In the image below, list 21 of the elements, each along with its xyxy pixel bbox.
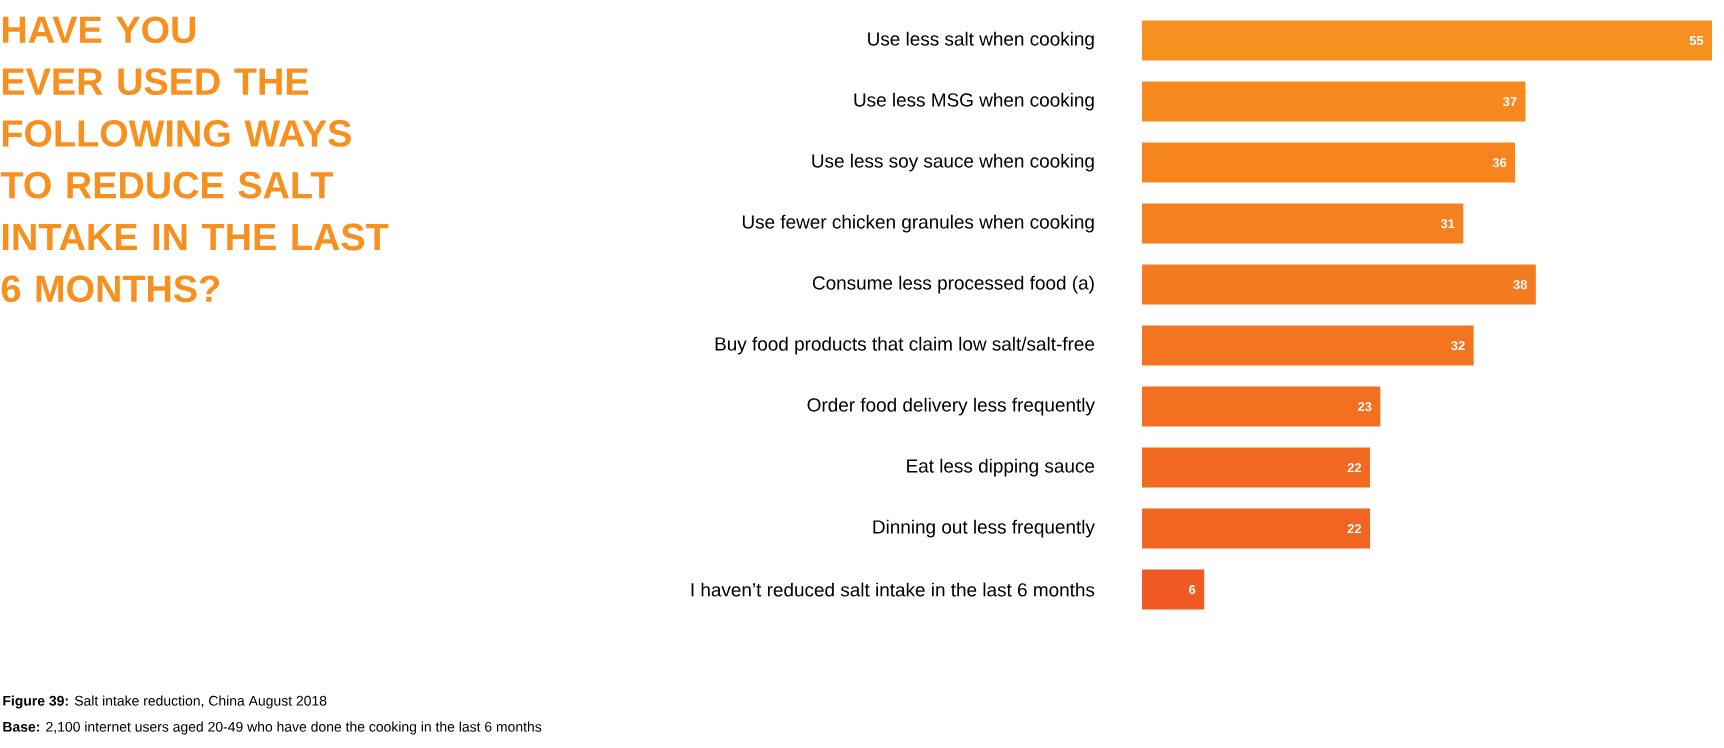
bar: [1142, 264, 1536, 305]
bar: [1142, 203, 1464, 244]
y-tick-label: Use fewer chicken granules when cooking: [742, 214, 1094, 233]
y-tick-label: Dinning out less frequently: [873, 519, 1095, 538]
bar: [1142, 325, 1474, 366]
y-tick-label: Use less soy sauce when cooking: [812, 153, 1094, 172]
y-tick-label: Eat less dipping sauce: [907, 458, 1095, 477]
bar: [1142, 142, 1516, 183]
y-tick-label: I haven’t reduced salt intake in the last 6 months: [691, 582, 1095, 597]
y-tick-label: Order food delivery less frequently: [807, 397, 1095, 416]
y-tick-label: Buy food products that claim low salt/salt-free: [715, 336, 1095, 355]
text: HAVE YOU EVER USED THE FOLLOWING WAYS TO REDUCE SALT INTAKE IN THE LAST 6 MONTHS?: [0, 16, 389, 303]
bar: [1142, 386, 1381, 427]
y-tick-label: Consume less processed food (a): [812, 275, 1094, 294]
bar: [1142, 508, 1371, 549]
bar: [1142, 569, 1205, 610]
bar: [1142, 447, 1371, 488]
y-tick-label: Use less salt when cooking: [868, 31, 1094, 50]
y-tick-label: Use less MSG when cooking: [854, 92, 1094, 111]
bar: [1142, 81, 1526, 122]
bar: [1142, 20, 1713, 61]
